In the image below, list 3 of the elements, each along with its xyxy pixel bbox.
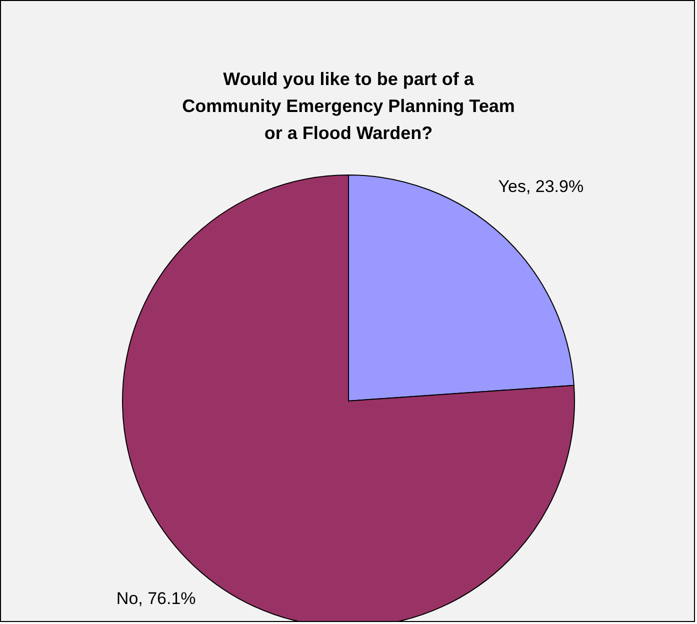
slice-label: Yes, 23.9% <box>498 176 584 196</box>
slice-label: No, 76.1% <box>116 589 196 608</box>
chart-title: Would you like to be part of a Community Emergency Planning Team or a Flood Warden? <box>182 69 515 143</box>
